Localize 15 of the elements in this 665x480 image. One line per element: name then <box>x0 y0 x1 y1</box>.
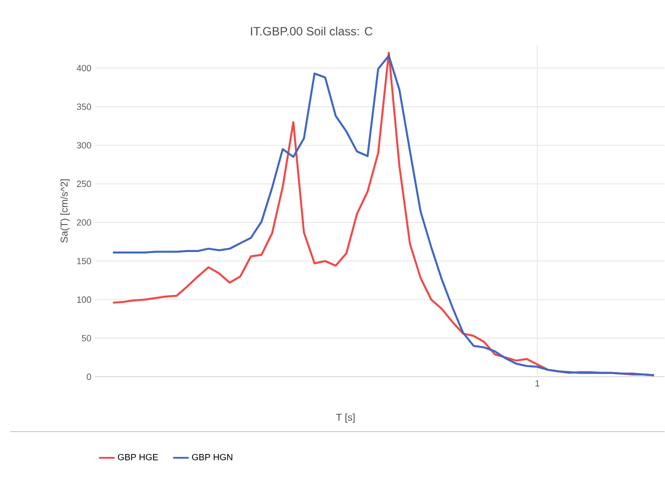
y-tick-label: 50 <box>82 335 92 342</box>
legend-label: GBP HGE <box>118 454 158 460</box>
y-tick-label: 250 <box>76 180 92 188</box>
y-tick-label: 0 <box>86 374 92 380</box>
x-tick-label: 1 <box>536 380 540 387</box>
y-tick-label: 400 <box>76 65 92 72</box>
y-tick-label: 150 <box>77 258 92 264</box>
legend-label: GBP HGN <box>192 454 232 460</box>
y-tick-label: 100 <box>77 296 92 303</box>
x-axis-title: T [s] <box>336 414 355 423</box>
chart-title: IT.GBP.00 Soil class: C <box>250 26 372 36</box>
y-tick-label: 350 <box>76 104 92 110</box>
y-tick-label: 200 <box>76 219 92 226</box>
y-axis-title: Sa(T) [cm/s^2] <box>60 180 70 243</box>
y-tick-label: 300 <box>76 142 92 149</box>
